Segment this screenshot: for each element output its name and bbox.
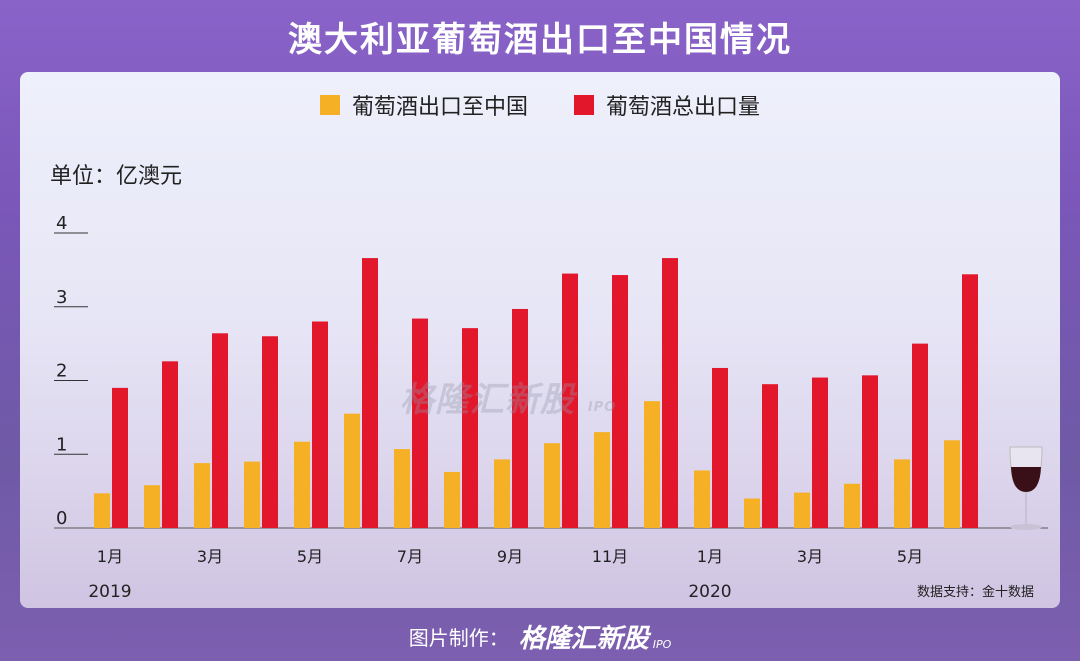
x-tick-label: 9月 xyxy=(497,547,523,566)
y-tick-label: 0 xyxy=(56,508,67,529)
y-tick-label: 1 xyxy=(56,434,67,455)
footer-brand-sub: IPO xyxy=(652,638,672,651)
legend-item-total: 葡萄酒总出口量 xyxy=(574,89,760,121)
watermark: 格隆汇新股 IPO xyxy=(400,372,616,421)
bar-total xyxy=(162,361,178,528)
bar-china xyxy=(344,413,360,528)
source-label: 数据支持：金十数据 xyxy=(916,585,1034,600)
chart-card: 葡萄酒出口至中国 葡萄酒总出口量 单位：亿澳元 0 1 2 3 4 1月 3月 5月 7月 9月 1… xyxy=(20,72,1060,608)
bar-total xyxy=(612,275,628,528)
bar-chart: 0 1 2 3 4 1月 3月 5月 7月 9月 11月 1月 3月 5月 2019 2020 xyxy=(54,213,1048,602)
footer-credit: 图片制作： xyxy=(408,626,509,650)
x-tick-label: 1月 xyxy=(97,547,123,566)
page-title: 澳大利亚葡萄酒出口至中国情况 xyxy=(288,19,792,60)
bar-total xyxy=(662,258,678,528)
year-label: 2020 xyxy=(688,582,731,602)
bar-china xyxy=(294,441,310,528)
bar-total xyxy=(462,328,478,528)
bar-total xyxy=(862,375,878,528)
bar-china xyxy=(944,440,960,528)
x-tick-label: 3月 xyxy=(797,547,823,566)
year-label: 2019 xyxy=(88,582,131,602)
y-tick-label: 3 xyxy=(56,287,67,308)
bar-total xyxy=(962,274,978,528)
bar-china xyxy=(794,492,810,528)
legend-label-total: 葡萄酒总出口量 xyxy=(606,95,761,120)
bar-china xyxy=(194,463,210,528)
bar-total xyxy=(512,308,528,528)
watermark-sub: IPO xyxy=(587,400,617,415)
x-tick-label: 7月 xyxy=(397,547,423,566)
bar-china xyxy=(894,459,910,528)
bar-china xyxy=(394,449,410,528)
bar-total xyxy=(912,343,928,528)
legend: 葡萄酒出口至中国 葡萄酒总出口量 xyxy=(20,90,1060,120)
bar-total xyxy=(362,258,378,528)
bar-total xyxy=(312,321,328,528)
x-tick-label: 5月 xyxy=(297,547,323,566)
x-tick-label: 5月 xyxy=(897,547,923,566)
legend-label-china: 葡萄酒出口至中国 xyxy=(351,95,528,120)
footer: 图片制作： 格隆汇新股 IPO xyxy=(0,612,1080,661)
bar-total xyxy=(112,387,128,528)
bar-china xyxy=(594,432,610,528)
y-tick-label: 2 xyxy=(56,361,67,382)
wine-glass-icon xyxy=(1009,446,1043,530)
watermark-text: 格隆汇新股 xyxy=(400,380,575,420)
bar-total xyxy=(712,367,728,528)
bar-china xyxy=(744,498,760,528)
bar-china xyxy=(844,483,860,528)
bar-total xyxy=(562,273,578,528)
footer-brand: 格隆汇新股 xyxy=(518,624,649,654)
bar-total xyxy=(262,336,278,528)
bar-china xyxy=(144,485,160,528)
unit-label: 单位：亿澳元 xyxy=(50,164,183,189)
legend-item-china: 葡萄酒出口至中国 xyxy=(319,89,528,121)
bar-china xyxy=(94,493,110,528)
bar-china xyxy=(694,470,710,528)
x-tick-label: 11月 xyxy=(592,547,628,566)
x-tick-label: 3月 xyxy=(197,547,223,566)
y-tick-label: 4 xyxy=(56,213,67,234)
bar-china xyxy=(644,401,660,528)
bar-china xyxy=(544,443,560,528)
x-tick-label: 1月 xyxy=(697,547,723,566)
bar-china xyxy=(244,461,260,528)
bar-total xyxy=(412,318,428,528)
bar-total xyxy=(812,377,828,528)
bar-total xyxy=(762,384,778,528)
bar-china xyxy=(444,471,460,528)
bar-china xyxy=(494,459,510,528)
bar-total xyxy=(212,333,228,528)
title-banner: 澳大利亚葡萄酒出口至中国情况 xyxy=(0,0,1080,72)
legend-swatch-china xyxy=(319,95,340,115)
legend-swatch-total xyxy=(574,95,594,115)
